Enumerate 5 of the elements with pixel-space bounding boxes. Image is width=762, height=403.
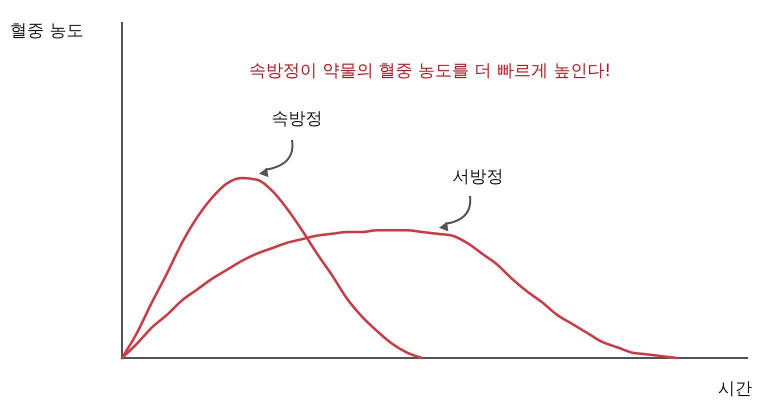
text: 속방정 [272, 109, 322, 129]
chart-title: 속방정이 약물의 혈중 농도를 더 빠르게 높인다! [248, 61, 612, 81]
text: 서방정 [452, 167, 504, 187]
text: 혈중 농도 [10, 21, 84, 41]
x-axis-title: 시간 [718, 379, 752, 399]
